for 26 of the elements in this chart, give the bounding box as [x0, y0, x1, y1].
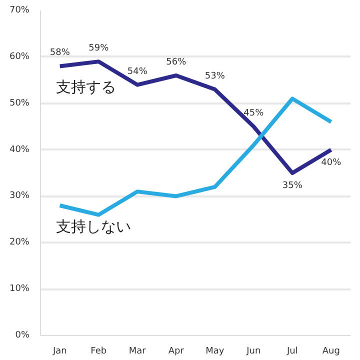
y-tick-label: 10%	[9, 284, 30, 294]
x-tick-label: Feb	[90, 346, 107, 356]
data-label: 45%	[244, 108, 264, 119]
x-tick-label: May	[206, 346, 225, 356]
x-tick-label: Aug	[322, 346, 340, 356]
series-label: 支持する	[56, 78, 116, 96]
data-label: 35%	[282, 181, 303, 191]
data-label: 54%	[127, 66, 148, 77]
y-tick-label: 50%	[9, 98, 30, 108]
data-label: 40%	[321, 158, 342, 168]
x-tick-label: Jun	[246, 346, 261, 356]
series-label: 支持しない	[56, 218, 131, 236]
y-tick-label: 0%	[15, 330, 30, 340]
data-label: 56%	[166, 58, 187, 68]
y-tick-label: 70%	[9, 6, 30, 16]
x-tick-label: Apr	[168, 346, 184, 356]
data-label: 59%	[88, 44, 110, 54]
y-tick-label: 40%	[9, 144, 30, 155]
y-tick-label: 30%	[9, 191, 30, 202]
data-label: 58%	[50, 48, 70, 58]
x-tick-label: Jul	[286, 346, 298, 356]
data-label: 53%	[204, 71, 226, 82]
y-tick-label: 60%	[9, 52, 30, 62]
y-tick-label: 20%	[9, 238, 30, 248]
x-tick-label: Mar	[128, 346, 146, 356]
x-tick-label: Jan	[52, 346, 67, 356]
